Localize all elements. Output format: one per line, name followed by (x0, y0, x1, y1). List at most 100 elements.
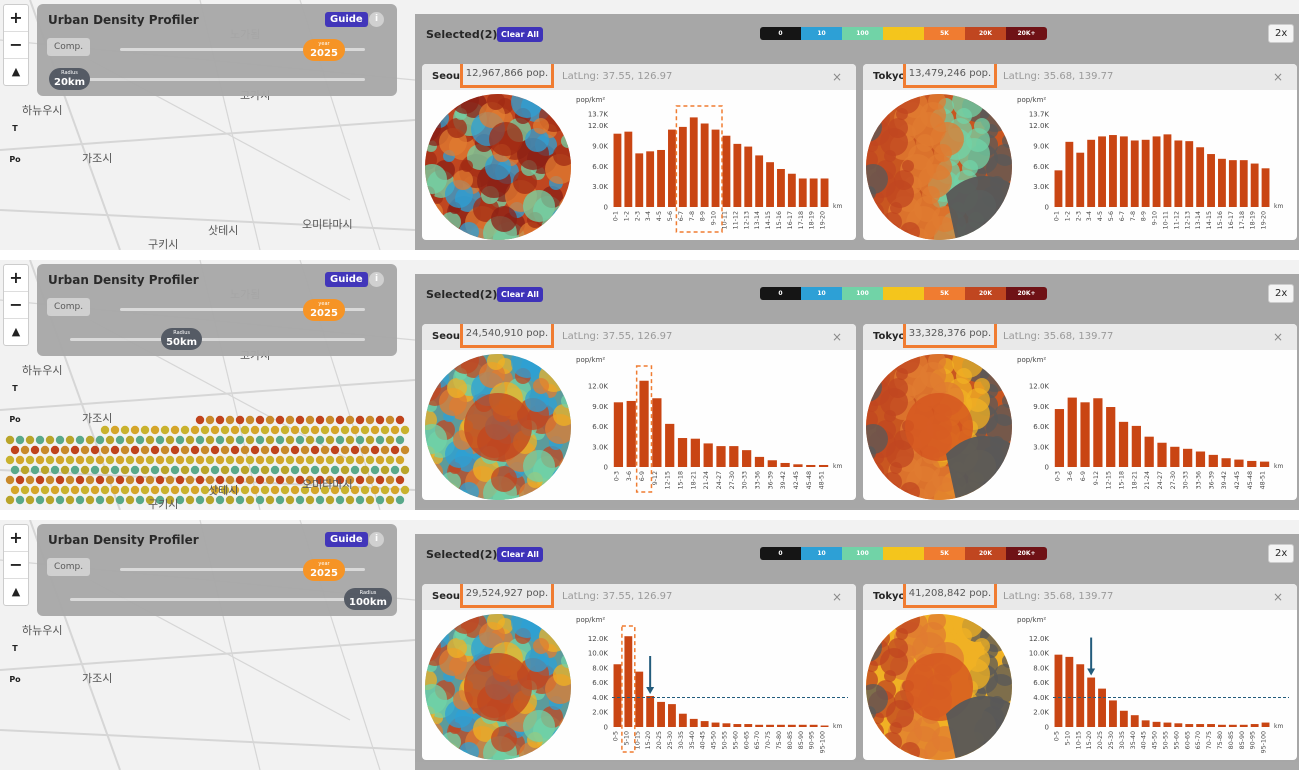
density-hex-dot (290, 465, 300, 475)
density-hex-dot (270, 465, 280, 475)
bar (1228, 160, 1237, 207)
density-hex-dot (330, 445, 340, 455)
map-zoom-controls[interactable]: + − ▲ (3, 4, 29, 86)
info-icon[interactable]: i (369, 272, 384, 287)
map-road (0, 639, 415, 671)
density-hex-dot (280, 425, 290, 435)
bar (646, 151, 655, 207)
city-card-tokyo: Tokyo 13,479,246 pop. LatLng: 35.68, 139.7… (863, 64, 1297, 240)
y-axis-label: pop/km² (1017, 616, 1046, 624)
radius-slider-track[interactable] (70, 598, 365, 601)
close-card-button[interactable]: × (831, 330, 842, 344)
density-bar-chart: pop/km² 0 2.0K 4.0K 6.0K 8.0K 10.0K 12.0K 0-5 5-1… (576, 616, 848, 753)
x-tick-label: 15-16 (1217, 211, 1224, 229)
x-tick-label: 95-100 (820, 731, 827, 753)
close-card-button[interactable]: × (831, 70, 842, 84)
y-tick-label: 3.0K (592, 183, 608, 191)
density-blob (866, 164, 888, 194)
compass-button[interactable]: ▲ (11, 65, 21, 78)
x-tick-label: 20-25 (1097, 731, 1104, 749)
year-slider-knob[interactable]: year 2025 (303, 299, 345, 321)
zoom-in-button[interactable]: + (4, 5, 28, 32)
year-slider-track[interactable] (120, 568, 365, 571)
density-hex-dot (125, 495, 135, 505)
density-hex-dot (395, 455, 405, 465)
compare-button[interactable]: Comp. (47, 558, 91, 576)
zoom-out-button[interactable]: − (4, 552, 28, 579)
bar (1119, 710, 1128, 727)
density-hex-dot (5, 495, 15, 505)
radius-slider-track[interactable] (70, 338, 365, 341)
zoom-2x-button[interactable]: 2x (1268, 544, 1295, 563)
bar (1054, 409, 1065, 467)
density-hex-dot (55, 495, 65, 505)
year-slider-track[interactable] (120, 48, 365, 51)
clear-all-button[interactable]: Clear All (497, 287, 543, 302)
x-tick-label: 3-6 (1067, 471, 1074, 481)
compare-button[interactable]: Comp. (47, 298, 91, 316)
bar (1067, 397, 1077, 467)
x-tick-label: 6-9 (1080, 471, 1087, 481)
radius-slider-knob[interactable]: Radius 50km (161, 328, 203, 350)
guide-button[interactable]: Guide (325, 272, 368, 287)
close-card-button[interactable]: × (1272, 70, 1283, 84)
x-tick-label: 90-95 (809, 731, 816, 749)
year-knob-caption: year (318, 561, 330, 567)
compass-button[interactable]: ▲ (11, 325, 21, 338)
density-blob (974, 118, 990, 134)
terrain-toggle-button[interactable]: T (12, 384, 18, 393)
zoom-in-button[interactable]: + (4, 525, 28, 552)
info-icon[interactable]: i (369, 532, 384, 547)
map-zoom-controls[interactable]: + − ▲ (3, 264, 29, 346)
close-card-button[interactable]: × (831, 590, 842, 604)
zoom-2x-button[interactable]: 2x (1268, 24, 1295, 43)
density-hex-dot (195, 495, 205, 505)
close-card-button[interactable]: × (1272, 330, 1283, 344)
radius-slider-knob[interactable]: Radius 20km (49, 68, 90, 90)
population-toggle-button[interactable]: Po (9, 675, 21, 684)
compare-button[interactable]: Comp. (47, 38, 91, 56)
density-hex-dot (110, 465, 120, 475)
map-place-label: 하뉴우시 (22, 104, 63, 117)
x-tick-label: 10-15 (1075, 731, 1082, 749)
zoom-out-button[interactable]: − (4, 292, 28, 319)
density-blob (533, 118, 549, 134)
density-hex-dot (345, 415, 355, 425)
x-tick-label: 48-51 (819, 471, 826, 489)
density-hex-dot (20, 465, 30, 475)
zoom-in-button[interactable]: + (4, 265, 28, 292)
clear-all-button[interactable]: Clear All (497, 547, 543, 562)
population-toggle-button[interactable]: Po (9, 155, 21, 164)
zoom-out-button[interactable]: − (4, 32, 28, 59)
radius-slider-track[interactable] (70, 78, 365, 81)
x-tick-label: 9-12 (1093, 471, 1100, 485)
density-hex-dot (290, 445, 300, 455)
terrain-toggle-button[interactable]: T (12, 644, 18, 653)
density-hex-dot (245, 415, 255, 425)
zoom-2x-button[interactable]: 2x (1268, 284, 1295, 303)
radius-slider-knob[interactable]: Radius 100km (344, 588, 392, 610)
compass-button[interactable]: ▲ (11, 585, 21, 598)
x-tick-label: 7-8 (689, 211, 696, 221)
year-slider-track[interactable] (120, 308, 365, 311)
density-hex-dot (45, 435, 55, 445)
year-slider-knob[interactable]: year 2025 (303, 559, 345, 581)
guide-button[interactable]: Guide (325, 12, 368, 27)
x-tick-label: 15-18 (678, 471, 685, 489)
year-slider-knob[interactable]: year 2025 (303, 39, 345, 61)
city-card-seoul: Seoul 24,540,910 pop. LatLng: 37.55, 126.9… (422, 324, 856, 500)
density-raster (866, 354, 1012, 500)
close-card-button[interactable]: × (1272, 590, 1283, 604)
clear-all-button[interactable]: Clear All (497, 27, 543, 42)
density-blob (487, 614, 505, 630)
density-hex-dot (240, 485, 250, 495)
map-zoom-controls[interactable]: + − ▲ (3, 524, 29, 606)
guide-button[interactable]: Guide (325, 532, 368, 547)
info-icon[interactable]: i (369, 12, 384, 27)
density-hex-dot (315, 495, 325, 505)
density-hex-dot (345, 495, 355, 505)
terrain-toggle-button[interactable]: T (12, 124, 18, 133)
population-toggle-button[interactable]: Po (9, 415, 21, 424)
density-hex-dot (25, 495, 35, 505)
density-hex-dot (105, 495, 115, 505)
